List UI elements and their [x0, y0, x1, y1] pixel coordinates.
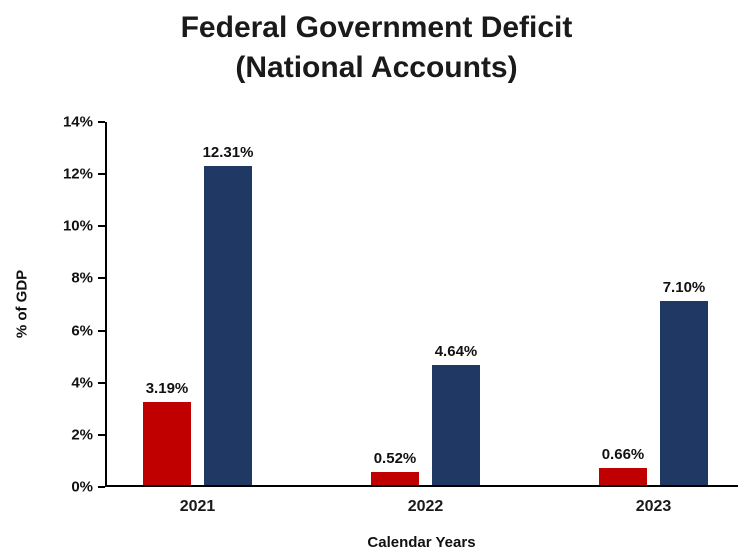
bar-value-label-red-bars-2022: 0.52% [373, 449, 417, 467]
bar-group-2021: 3.19% 12.31% 2021 [143, 122, 254, 515]
plot-area: 3.19% 12.31% 2021 0.52% 4.64% 2022 0.66% 7.10% 2… [105, 122, 738, 515]
y-tick-label-0: 0% [71, 478, 93, 496]
chart-title-line2: (National Accounts) [235, 50, 518, 84]
bar-wrap-red-bars-2023: 0.66% [599, 122, 647, 485]
y-axis-title: % of GDP [13, 269, 31, 339]
y-tick-mark [98, 381, 105, 384]
bar-red-bars-2021 [143, 402, 191, 485]
bar-navy-bars-2021 [204, 165, 252, 485]
y-tick-label-8: 8% [71, 269, 93, 287]
y-tick-mark [98, 121, 105, 123]
bar-red-bars-2022 [371, 471, 419, 485]
y-tick-label-2: 2% [71, 426, 93, 444]
bar-wrap-navy-bars-2021: 12.31% [202, 122, 254, 485]
y-tick-label-14: 14% [62, 113, 93, 131]
bar-group-2022: 0.52% 4.64% 2022 [371, 122, 480, 515]
y-tick-mark [98, 433, 105, 436]
y-tick-mark [98, 329, 105, 332]
y-tick-label-12: 12% [62, 165, 93, 183]
x-category-label-2022: 2022 [407, 498, 444, 515]
bar-value-label-navy-bars-2023: 7.10% [662, 278, 706, 296]
bar-group-2023: 0.66% 7.10% 2023 [599, 122, 708, 515]
y-tick-mark [98, 173, 105, 176]
bar-value-label-navy-bars-2022: 4.64% [434, 342, 478, 360]
y-tick-label-6: 6% [71, 322, 93, 340]
bar-wrap-red-bars-2022: 0.52% [371, 122, 419, 485]
bar-navy-bars-2023 [660, 300, 708, 485]
y-tick-mark [98, 486, 105, 488]
y-tick-mark [98, 277, 105, 280]
bar-value-label-red-bars-2023: 0.66% [601, 445, 645, 463]
x-category-label-2021: 2021 [179, 498, 216, 515]
bar-wrap-navy-bars-2023: 7.10% [660, 122, 708, 485]
x-category-label-2023: 2023 [635, 498, 672, 515]
bar-wrap-red-bars-2021: 3.19% [143, 122, 191, 485]
y-tick-label-4: 4% [71, 374, 93, 392]
bar-value-label-navy-bars-2021: 12.31% [202, 143, 254, 161]
bar-value-label-red-bars-2021: 3.19% [145, 380, 189, 398]
plot-wrap: 3.19% 12.31% 2021 0.52% 4.64% 2022 0.66% 7.10% 2… [63, 114, 738, 515]
chart-title-line1: Federal Government Deficit [180, 11, 573, 44]
x-axis-title: Calendar Years [367, 534, 476, 551]
bar-wrap-navy-bars-2022: 4.64% [432, 122, 480, 485]
bar-navy-bars-2022 [432, 364, 480, 485]
bar-red-bars-2023 [599, 467, 647, 485]
y-tick-label-10: 10% [62, 217, 93, 235]
chart-title: Federal Government Deficit (National Acc… [0, 8, 753, 87]
y-tick-mark [98, 225, 105, 228]
